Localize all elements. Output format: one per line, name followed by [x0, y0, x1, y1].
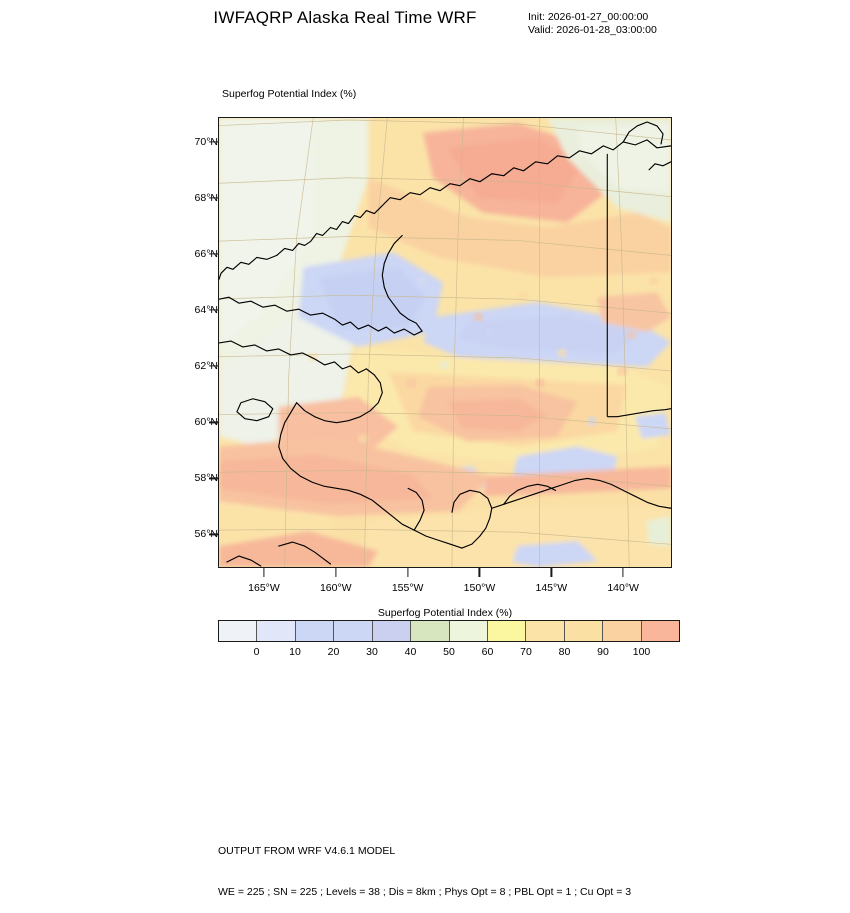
lon-tick-mark [478, 568, 481, 577]
field-layer [219, 118, 671, 567]
colorbar-heading: Superfog Potential Index (%) [377, 607, 513, 619]
lat-tick-mark [209, 309, 218, 311]
colorbar-tick-label: 50 [443, 646, 455, 658]
lat-tick-label: 60°N [194, 416, 218, 429]
colorbar-cell [487, 621, 527, 641]
lon-tick-label: 140°W [607, 582, 639, 594]
lon-tick-mark [407, 568, 409, 577]
lat-tick-mark [209, 477, 218, 479]
colorbar-tick-label: 0 [253, 646, 260, 658]
longitude-axis: 165°W 160°W 155°W 150°W 145°W 140°W [218, 568, 672, 608]
lat-tick-mark [209, 421, 218, 423]
border-layer [606, 153, 671, 418]
lat-tick-label: 58°N [194, 472, 218, 485]
latitude-axis: 70°N 68°N 66°N 64°N 62°N 60°N 58°N 56°N [158, 117, 218, 568]
colorbar-cells [218, 620, 680, 642]
colorbar-tick-label: 90 [597, 646, 609, 658]
lon-tick-mark [263, 568, 265, 577]
colorbar-tick-label: 80 [558, 646, 571, 658]
lat-tick-label: 70°N [194, 136, 218, 149]
lon-tick-mark [335, 568, 337, 577]
page-title: IWFAQRP Alaska Real Time WRF [213, 8, 477, 27]
lat-tick-label: 68°N [194, 192, 218, 205]
colorbar-cell [257, 621, 296, 641]
colorbar-tick-label: 60 [481, 646, 494, 658]
lon-tick-label: 160°W [319, 582, 352, 594]
colorbar-cell [372, 621, 412, 641]
lon-tick-mark [622, 568, 624, 577]
lat-tick-mark [209, 197, 218, 199]
colorbar-cell [449, 621, 488, 641]
lon-tick-label: 150°W [463, 582, 496, 594]
field-mottle [308, 277, 660, 443]
footer-model-line: OUTPUT FROM WRF V4.6.1 MODEL [218, 845, 396, 857]
lat-tick-mark [209, 533, 218, 535]
lat-tick-mark [209, 253, 218, 255]
footer: OUTPUT FROM WRF V4.6.1 MODEL WE = 225 ; … [218, 818, 631, 913]
lon-tick-label: 155°W [391, 582, 424, 594]
footer-config-line: WE = 225 ; SN = 225 ; Levels = 38 ; Dis … [218, 885, 632, 898]
lat-tick-label: 66°N [194, 248, 218, 261]
map-plot-area [218, 117, 672, 568]
lon-tick-label: 165°W [248, 582, 280, 594]
lat-tick-label: 56°N [194, 528, 218, 541]
colorbar-cell [564, 621, 604, 641]
graticule [219, 118, 671, 567]
lat-tick-mark [209, 365, 218, 367]
colorbar-cell [334, 621, 373, 641]
lat-tick-label: 64°N [194, 304, 218, 317]
valid-time: Valid: 2026-01-28_03:00:00 [528, 24, 657, 36]
lon-tick-label: 145°W [535, 582, 568, 594]
colorbar-tick-label: 40 [404, 646, 417, 658]
lat-tick-mark [209, 141, 218, 143]
colorbar-tick-label: 10 [289, 646, 301, 658]
colorbar-cell [603, 621, 642, 641]
colorbar-tick-label: 70 [520, 646, 532, 658]
colorbar-cell [641, 621, 680, 641]
colorbar-cell [411, 621, 450, 641]
colorbar-cell [526, 621, 565, 641]
init-time: Init: 2026-01-27_00:00:00 [528, 11, 649, 23]
lon-tick-mark [550, 568, 552, 577]
colorbar-tick-label: 30 [366, 646, 378, 658]
run-timestamps: Init: 2026-01-27_00:00:00 Valid: 2026-01… [528, 11, 657, 37]
plot-heading: Superfog Potential Index (%) [222, 88, 357, 100]
colorbar-cell [295, 621, 335, 641]
colorbar [218, 620, 680, 642]
colorbar-cell [219, 621, 258, 641]
colorbar-tick-label: 100 [632, 646, 651, 658]
map-canvas [219, 118, 671, 567]
colorbar-tick-labels: 0 10 20 30 40 50 60 70 80 90 100 [218, 646, 680, 662]
coastline-layer [219, 121, 671, 567]
lat-tick-label: 62°N [194, 360, 218, 373]
colorbar-tick-label: 20 [327, 646, 340, 658]
